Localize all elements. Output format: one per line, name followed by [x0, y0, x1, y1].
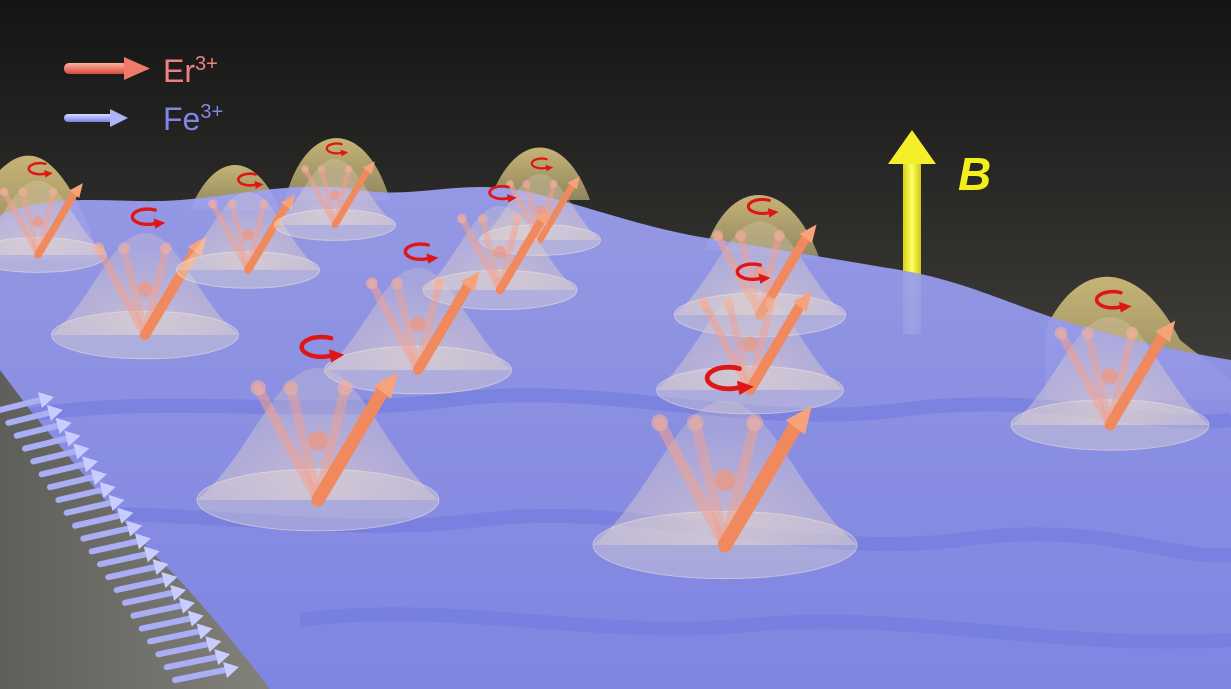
precession-arrow-icon: [530, 157, 554, 172]
fe-arrow-icon: [63, 494, 125, 516]
er-spin-arrow-icon: [744, 291, 812, 396]
er-spin-arrow-icon: [412, 271, 480, 376]
fe-arrow-icon: [22, 430, 81, 452]
precession-arrow-icon: [488, 184, 517, 203]
fe-arrow-icon: [122, 584, 187, 606]
fe-arrow-icon: [155, 636, 222, 658]
precession-arrow-icon: [746, 197, 779, 218]
fe-arrow-icon: [138, 610, 204, 632]
precession-arrow-icon: [735, 262, 771, 284]
precession-arrow-icon: [27, 161, 53, 178]
er-spin-arrow-icon: [34, 183, 83, 259]
fe-arrow-icon: [30, 443, 90, 465]
precession-cone: [656, 262, 844, 415]
fe-slab: [0, 370, 270, 689]
precession-cone: [1010, 289, 1210, 451]
fe-arrow-icon: [55, 482, 116, 503]
precession-arrow-icon: [1094, 289, 1132, 313]
precession-arrow-icon: [299, 334, 345, 363]
fe-arrow-icon: [47, 469, 107, 491]
legend-fe-label: Fe3+: [163, 101, 223, 137]
precession-arrow-icon: [237, 172, 264, 189]
er-spin-arrow-icon: [331, 161, 375, 229]
precession-cone: [324, 242, 512, 395]
legend: Er3+ Fe3+: [64, 53, 223, 137]
precession-arrow-icon: [403, 242, 439, 264]
fe-arrow-icon: [163, 649, 231, 671]
legend-er-label: Er3+: [163, 53, 218, 89]
fe-arrow-icon: [13, 417, 72, 439]
fe-arrow-icon: [38, 456, 99, 478]
precession-arrow-icon: [325, 142, 349, 157]
fe-arrow-icon: [97, 546, 160, 568]
legend-er-arrow-icon: [64, 57, 150, 80]
er-spin-arrow-icon: [311, 372, 398, 507]
precession-cone: [274, 142, 396, 241]
precession-arrow-icon: [704, 364, 754, 395]
legend-fe-arrow-icon: [64, 109, 128, 127]
fe-arrow-icon: [0, 392, 54, 413]
er-precession-cones: [0, 142, 1210, 580]
er-spin-arrow-icon: [495, 208, 551, 295]
fe-arrow-icon: [113, 572, 178, 593]
precession-cone: [196, 334, 440, 532]
er-spin-arrow-icon: [536, 176, 580, 244]
precession-arrow-icon: [130, 207, 166, 229]
precession-cone: [176, 172, 320, 289]
fe-arrow-icon: [80, 520, 143, 542]
er-spin-arrow-icon: [1104, 320, 1176, 431]
fe-arrow-icon: [5, 404, 63, 426]
fe-arrow-icon: [88, 533, 151, 555]
fe-arrow-icon: [172, 662, 239, 683]
b-field-label: B: [958, 148, 991, 200]
fe-arrow-icon: [105, 559, 169, 581]
fe-spin-arrows: [0, 392, 239, 683]
magnon-surface: [0, 186, 1231, 689]
fe-arrow-icon: [130, 597, 195, 619]
er-spin-arrow-icon: [717, 405, 812, 553]
fe-arrow-icon: [72, 507, 134, 529]
precession-cone: [0, 161, 107, 273]
fe-arrow-icon: [147, 623, 213, 645]
precession-cone: [592, 364, 858, 580]
